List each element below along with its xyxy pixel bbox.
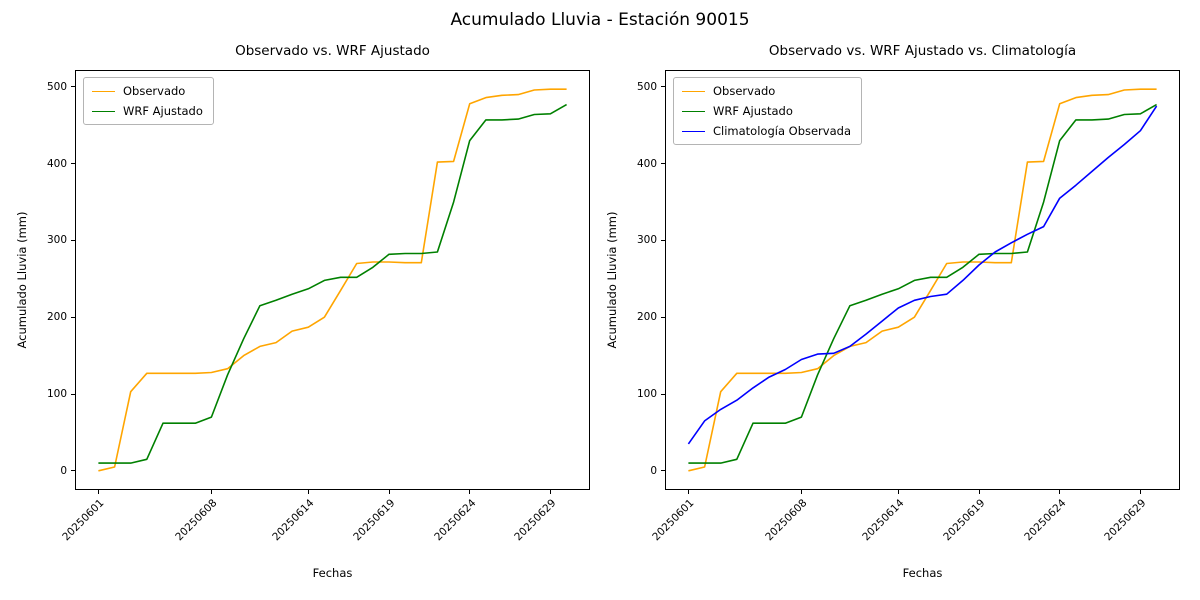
series-line-observado [98, 88, 567, 472]
legend-line-swatch [682, 110, 705, 112]
y-tick-label: 300 [46, 234, 67, 247]
legend: Observado WRF Ajustado Climatología Observ… [673, 77, 862, 145]
y-tick-mark [661, 86, 665, 88]
y-tick-mark [661, 239, 665, 241]
plot-area-right: 0 100 200 300 400 500 20250601 20250608 20250614… [637, 70, 1180, 543]
legend: Observado WRF Ajustado [83, 77, 214, 125]
y-tick-label: 500 [636, 80, 657, 93]
y-axis-label-right: Acumulado Lluvia (mm) [605, 211, 619, 349]
x-tick-mark [687, 490, 689, 494]
y-tick-label: 400 [46, 157, 67, 170]
plot-canvas [665, 70, 1180, 490]
y-tick-mark [661, 163, 665, 165]
axes-frame [75, 70, 590, 490]
y-tick-mark [71, 470, 75, 472]
legend-label: Observado [123, 84, 186, 98]
x-tick-mark [549, 490, 551, 494]
legend-item: Observado [92, 84, 203, 98]
y-tick-mark [661, 316, 665, 318]
y-tick-mark [71, 393, 75, 395]
legend-label: WRF Ajustado [713, 104, 793, 118]
y-tick-label: 0 [60, 464, 67, 477]
y-tick-label: 0 [650, 464, 657, 477]
plot-area-left: 0 100 200 300 400 500 20250601 20250608 20250614… [47, 70, 590, 543]
y-tick-label: 500 [46, 80, 67, 93]
legend-label: Observado [713, 84, 776, 98]
series-line-observado [688, 88, 1157, 472]
x-tick-mark [469, 490, 471, 494]
y-tick-label: 100 [636, 388, 657, 401]
y-tick-mark [71, 163, 75, 165]
series-line-wrf-ajustado [98, 103, 567, 464]
y-tick-mark [71, 239, 75, 241]
y-tick-mark [71, 316, 75, 318]
legend-line-swatch [92, 110, 115, 112]
y-tick-label: 300 [636, 234, 657, 247]
x-tick-mark [1139, 490, 1141, 494]
legend-item: Climatología Observada [682, 124, 851, 138]
x-tick-mark [1059, 490, 1061, 494]
y-tick-label: 200 [46, 311, 67, 324]
y-axis-label-left: Acumulado Lluvia (mm) [15, 211, 29, 349]
y-tick-mark [71, 86, 75, 88]
subplot-left: Observado vs. WRF Ajustado Acumulado Llu… [15, 40, 590, 600]
x-tick-mark [97, 490, 99, 494]
axes-title-right: Observado vs. WRF Ajustado vs. Climatolo… [768, 43, 1077, 59]
legend-label: WRF Ajustado [123, 104, 203, 118]
x-tick-mark [897, 490, 899, 494]
legend-label: Climatología Observada [713, 124, 851, 138]
subplot-right: Observado vs. WRF Ajustado vs. Climatolo… [605, 40, 1180, 600]
axes-frame [665, 70, 1180, 490]
x-axis-label-right: Fechas [902, 566, 943, 580]
plot-canvas [75, 70, 590, 490]
y-tick-label: 400 [636, 157, 657, 170]
y-tick-label: 200 [636, 311, 657, 324]
legend-line-swatch [92, 90, 115, 92]
legend-item: WRF Ajustado [92, 104, 203, 118]
x-tick-mark [388, 490, 390, 494]
legend-item: Observado [682, 84, 851, 98]
x-tick-mark [800, 490, 802, 494]
series-line-climatolog-a-observada [687, 105, 1158, 445]
y-tick-mark [661, 470, 665, 472]
legend-item: WRF Ajustado [682, 104, 851, 118]
x-tick-mark [210, 490, 212, 494]
series-line-wrf-ajustado [688, 103, 1157, 464]
figure-title: Acumulado Lluvia - Estación 90015 [450, 10, 750, 30]
x-tick-mark [307, 490, 309, 494]
legend-line-swatch [682, 130, 705, 132]
axes-title-left: Observado vs. WRF Ajustado [235, 43, 430, 59]
x-axis-label-left: Fechas [312, 566, 353, 580]
legend-line-swatch [682, 90, 705, 92]
x-tick-mark [978, 490, 980, 494]
y-tick-label: 100 [46, 388, 67, 401]
y-tick-mark [661, 393, 665, 395]
